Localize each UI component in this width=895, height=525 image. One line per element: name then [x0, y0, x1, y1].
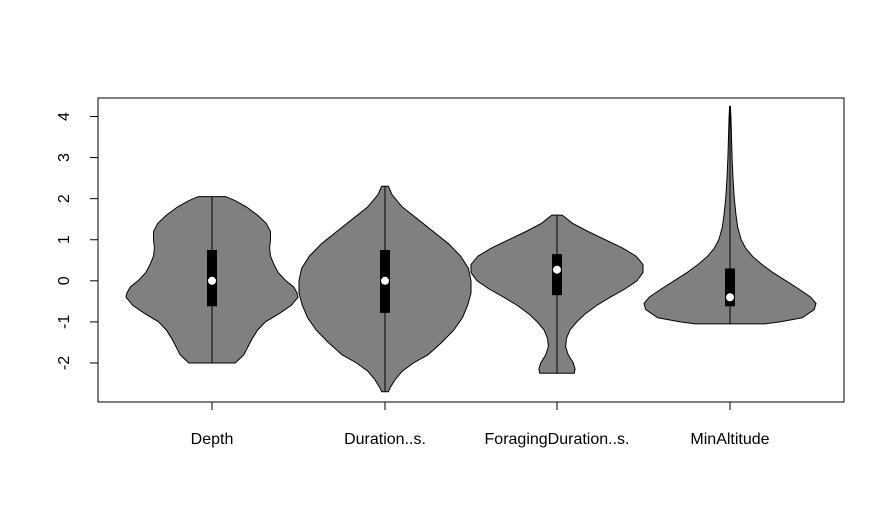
x-tick-label: MinAltitude: [690, 431, 769, 448]
y-tick-label: 2: [56, 194, 73, 203]
y-tick-label: 0: [56, 276, 73, 285]
y-axis: -2 -1 0 1 2 3 4: [56, 112, 99, 370]
y-tick-label: 4: [56, 112, 73, 121]
violin-median-point: [381, 276, 389, 285]
y-tick-label: -1: [56, 315, 73, 329]
violin-iqr-box: [552, 254, 562, 296]
x-tick-label: Depth: [191, 431, 234, 448]
y-tick-label: 3: [56, 153, 73, 162]
y-tick-label: 1: [56, 235, 73, 244]
violin-median-point: [726, 293, 734, 302]
x-tick-label: Duration..s.: [344, 431, 426, 448]
violin-group: [125, 105, 817, 393]
x-tick-label: ForagingDuration..s.: [485, 431, 630, 448]
violin-median-point: [553, 265, 561, 274]
violin-median-point: [208, 276, 216, 285]
y-tick-label: -2: [56, 356, 73, 370]
x-axis: Depth Duration..s. ForagingDuration..s. Min…: [191, 402, 770, 448]
violin-iqr-box: [725, 268, 735, 307]
